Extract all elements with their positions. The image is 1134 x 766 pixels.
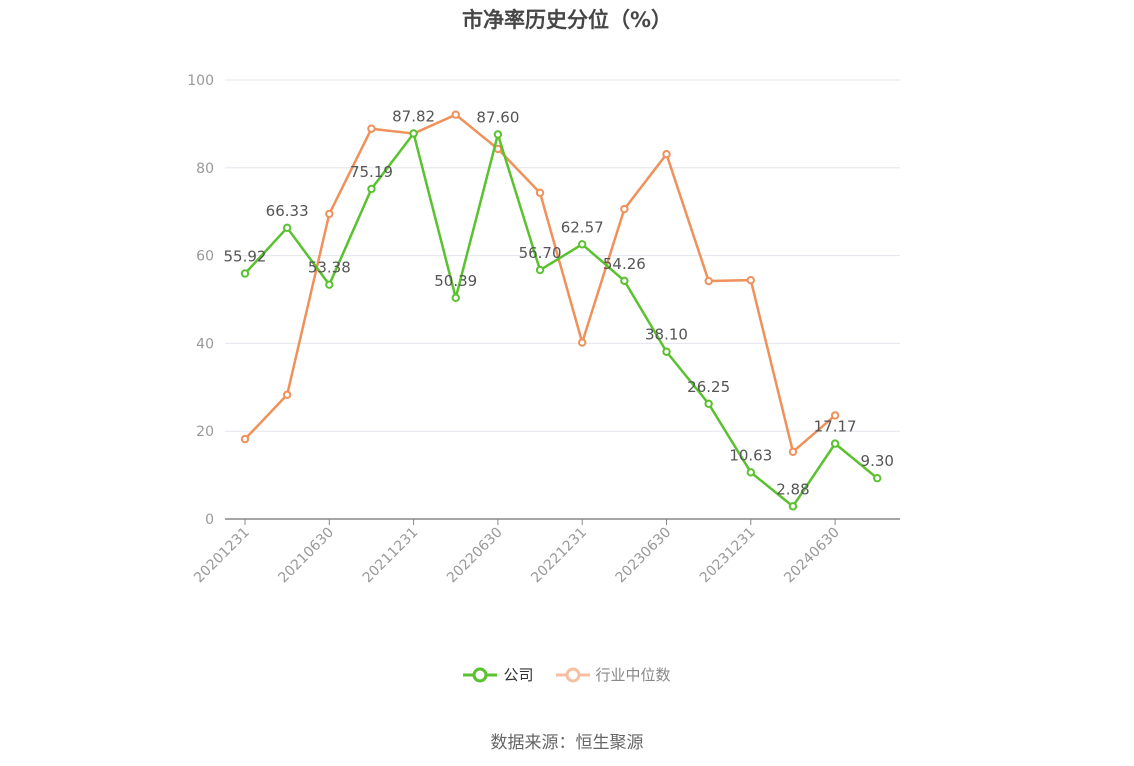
x-tick-label: 20230630: [613, 525, 675, 587]
series-line-company: [244, 132, 879, 508]
y-tick-label: 0: [205, 512, 214, 528]
data-label: 55.92: [224, 248, 267, 266]
data-point-company[interactable]: [493, 130, 503, 139]
data-point-company[interactable]: [409, 129, 418, 138]
data-point-company[interactable]: [367, 184, 376, 194]
data-point-industry-median[interactable]: [620, 204, 629, 214]
data-point-industry-median[interactable]: [282, 390, 292, 399]
x-tick-label: 20240630: [781, 525, 843, 587]
x-tick-label: 20220630: [444, 525, 506, 587]
data-point-industry-median[interactable]: [662, 149, 671, 159]
data-label: 75.19: [350, 163, 393, 181]
data-point-company[interactable]: [240, 269, 250, 278]
data-label: 26.25: [687, 378, 730, 396]
data-point-industry-median[interactable]: [535, 188, 545, 198]
x-tick-label: 20210630: [275, 525, 337, 587]
data-label: 87.82: [392, 107, 435, 125]
x-tick-label: 20201231: [191, 525, 253, 587]
chart-title: 市净率历史分位（%）: [461, 8, 673, 32]
data-point-company[interactable]: [578, 240, 587, 249]
data-label: 10.63: [729, 446, 772, 464]
data-point-industry-median[interactable]: [704, 276, 713, 286]
y-tick-label: 80: [196, 161, 214, 177]
legend: 公司 行业中位数: [0, 664, 1134, 685]
legend-item-company[interactable]: 公司: [463, 664, 534, 685]
legend-label-company: 公司: [503, 666, 534, 684]
series-lines: [240, 110, 882, 511]
data-point-company[interactable]: [662, 347, 671, 356]
data-label: 53.38: [308, 259, 351, 277]
data-point-company[interactable]: [788, 502, 798, 511]
y-tick-label: 100: [187, 73, 214, 89]
legend-label-industry-median: 行业中位数: [595, 666, 671, 684]
y-tick-label: 40: [196, 336, 214, 352]
data-point-company[interactable]: [620, 276, 629, 285]
data-label: 2.88: [776, 480, 809, 498]
x-tick-label: 20221231: [528, 525, 590, 587]
data-point-industry-median[interactable]: [451, 110, 460, 119]
data-labels: 55.92 66.33 53.38 75.19 87.82 50.39 87.60 56.70…: [224, 107, 894, 498]
data-label: 54.26: [603, 255, 646, 273]
data-point-company[interactable]: [704, 399, 713, 408]
data-point-company[interactable]: [830, 439, 840, 448]
data-label: 9.30: [861, 452, 894, 470]
data-point-company[interactable]: [873, 473, 882, 483]
data-point-industry-median[interactable]: [325, 209, 334, 219]
data-point-industry-median[interactable]: [240, 434, 250, 444]
data-point-company[interactable]: [746, 468, 755, 477]
data-source: 数据来源：恒生聚源: [490, 733, 644, 753]
data-label: 56.70: [519, 244, 562, 262]
data-point-company[interactable]: [282, 223, 292, 233]
industry-median-line-icon: [555, 667, 590, 682]
data-point-company[interactable]: [325, 280, 334, 289]
x-tick-label: 20211231: [360, 525, 422, 587]
data-point-industry-median[interactable]: [788, 447, 798, 457]
y-tick-label: 20: [196, 424, 214, 440]
data-point-industry-median[interactable]: [746, 275, 755, 285]
data-label: 38.10: [645, 326, 688, 344]
y-tick-label: 60: [196, 249, 214, 265]
data-label: 87.60: [476, 108, 519, 126]
data-point-industry-median[interactable]: [830, 411, 840, 420]
data-label: 66.33: [266, 202, 309, 220]
data-label: 50.39: [434, 272, 477, 290]
x-tick-label: 20231231: [697, 525, 759, 587]
data-point-company[interactable]: [451, 293, 460, 302]
data-point-company[interactable]: [535, 265, 545, 275]
data-point-industry-median[interactable]: [367, 124, 376, 133]
series-line-industry-median: [244, 113, 836, 454]
legend-item-industry-median[interactable]: 行业中位数: [555, 664, 671, 685]
data-point-industry-median[interactable]: [578, 338, 587, 347]
data-label: 62.57: [561, 218, 604, 236]
company-line-icon: [463, 667, 498, 682]
data-label: 17.17: [814, 418, 857, 436]
